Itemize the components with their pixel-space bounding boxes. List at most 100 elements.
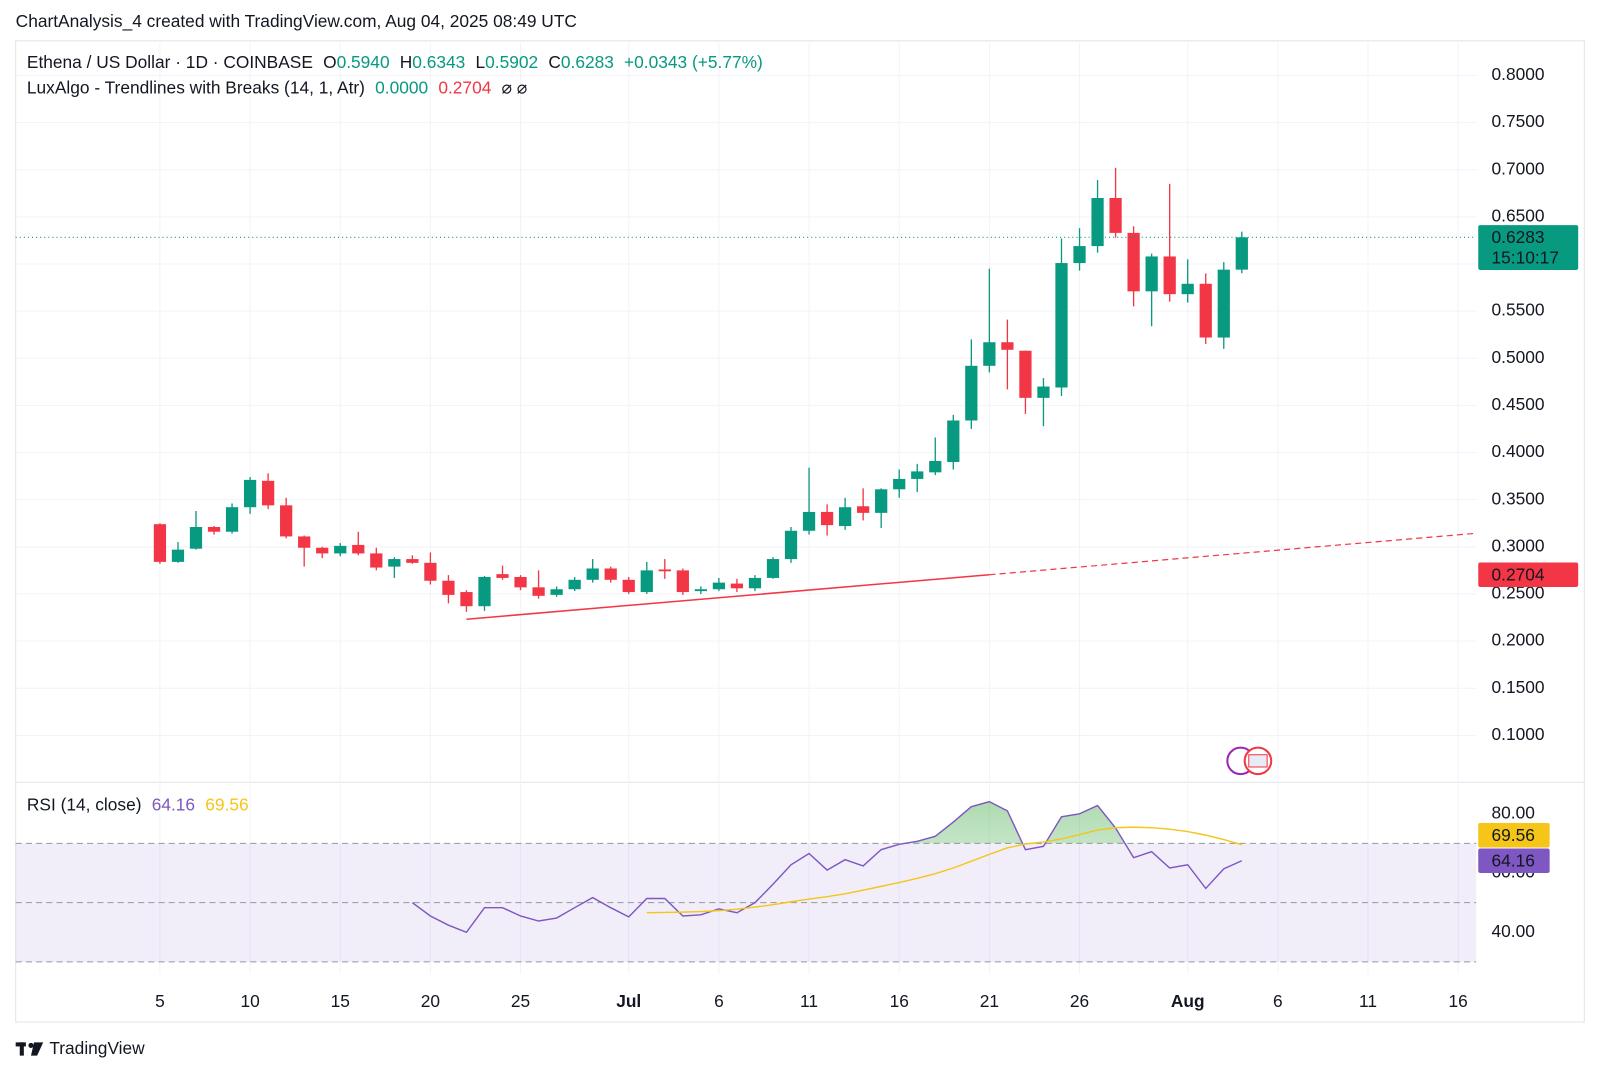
x-tick-label: 10 <box>240 991 259 1011</box>
candle-body <box>676 570 689 593</box>
y-tick-label: 0.4000 <box>1492 441 1545 461</box>
ohlc-value: 0.6343 <box>412 52 465 72</box>
candle-body <box>370 553 383 568</box>
candle-body <box>712 582 726 590</box>
rsi-ma-badge <box>1478 822 1550 848</box>
candle-body <box>820 511 834 526</box>
trendline-extension <box>989 532 1477 576</box>
y-tick-label: 0.1000 <box>1492 724 1545 744</box>
candle-body <box>640 570 653 593</box>
x-tick-label: 16 <box>890 991 909 1011</box>
candle-body <box>1199 283 1212 338</box>
x-tick-label: Jul <box>616 991 641 1011</box>
candle-body <box>1001 342 1014 350</box>
candle-body <box>406 559 419 563</box>
candle-body <box>1091 198 1104 247</box>
candle-body <box>478 576 491 607</box>
ohlc-key: L <box>476 52 486 72</box>
price-badge-text: 0.6283 <box>1492 227 1545 247</box>
candle-body <box>586 568 599 580</box>
candle-body <box>1145 256 1158 292</box>
candle-body <box>784 530 798 560</box>
candle-body <box>334 545 347 554</box>
y-tick-label: 0.2000 <box>1492 630 1545 650</box>
y-tick-label: 0.7000 <box>1492 158 1545 178</box>
candle-body <box>965 365 978 421</box>
candle-body <box>207 527 221 532</box>
symbol-legend: Ethena / US Dollar · 1D · COINBASE O0.594… <box>27 52 763 72</box>
candle-body <box>532 587 545 596</box>
candle-body <box>568 579 581 590</box>
y-tick-label: 0.3500 <box>1492 488 1545 508</box>
rsi-badge-text: 64.16 <box>1492 850 1535 870</box>
candle-body <box>929 461 942 473</box>
candle-body <box>388 559 401 567</box>
rsi-title: RSI (14, close) <box>27 794 142 814</box>
rsi-ma-value: 69.56 <box>205 794 248 814</box>
logo-flag <box>1248 754 1268 768</box>
footer-logo <box>15 1042 44 1056</box>
candle-body <box>460 592 473 607</box>
rsi-value: 64.16 <box>152 794 195 814</box>
symbol-title: Ethena / US Dollar · 1D · COINBASE <box>27 52 313 72</box>
candle-body <box>857 506 870 513</box>
trendline-badge <box>1478 562 1579 587</box>
candle-body <box>1109 198 1122 233</box>
candle-body <box>442 580 455 595</box>
y-tick-label: 80.00 <box>1492 802 1535 822</box>
y-tick-label: 40.00 <box>1492 921 1535 941</box>
countdown-text: 15:10:17 <box>1492 247 1559 267</box>
candle-body <box>802 511 816 531</box>
candle-body <box>280 505 293 537</box>
trendline <box>466 573 990 620</box>
candle-body <box>911 471 924 479</box>
candle-body <box>730 583 744 589</box>
candle-body <box>243 479 257 508</box>
candle-body <box>622 579 635 593</box>
indicator-value: 0.2704 <box>438 77 491 97</box>
x-tick-label: 25 <box>511 991 530 1011</box>
rsi-ma-line <box>646 826 1242 914</box>
x-tick-label: 11 <box>1359 991 1377 1011</box>
candle-body <box>153 524 167 562</box>
candle-body <box>1073 246 1086 264</box>
logo-shape <box>30 1042 44 1056</box>
y-tick-label: 0.4500 <box>1492 394 1545 414</box>
candle-body <box>352 544 365 554</box>
logo-shape <box>28 1042 34 1048</box>
indicator-name: LuxAlgo - Trendlines with Breaks (14, 1,… <box>27 77 365 97</box>
candle-body <box>550 589 563 595</box>
candle-body <box>424 562 437 581</box>
candle-body <box>1127 232 1140 292</box>
candle-body <box>604 568 617 580</box>
rsi-legend: RSI (14, close) 64.16 69.56 <box>27 794 249 814</box>
ohlc-key: H <box>400 52 413 72</box>
indicator-legend: LuxAlgo - Trendlines with Breaks (14, 1,… <box>27 77 527 97</box>
x-tick-label: 11 <box>800 991 818 1011</box>
candle-body <box>875 489 888 513</box>
x-tick-label: Aug <box>1171 991 1205 1011</box>
x-tick-label: 15 <box>331 991 350 1011</box>
candle-body <box>514 576 527 588</box>
y-tick-label: 0.2500 <box>1492 583 1545 603</box>
plot-layer: 0.1000 0.1500 0.2000 0.2500 0.3000 0.3500 0.40… <box>15 42 1579 1011</box>
candle-body <box>983 342 996 366</box>
candle-body <box>748 577 762 589</box>
logo-badge <box>1226 746 1273 776</box>
candle-body <box>838 507 852 527</box>
candle-body <box>1055 263 1068 388</box>
chart-frame <box>15 40 1585 1023</box>
candle-body <box>694 589 707 592</box>
y-tick-label: 0.8000 <box>1492 64 1545 84</box>
ohlc-key: C <box>548 52 561 72</box>
y-tick-label: 0.7500 <box>1492 111 1545 131</box>
x-tick-label: 21 <box>980 991 999 1011</box>
indicator-value: 0.0000 <box>375 77 428 97</box>
candle-body <box>1019 350 1032 398</box>
x-tick-label: 6 <box>714 991 724 1011</box>
header: ChartAnalysis_4 created with TradingView… <box>16 11 577 31</box>
y-tick-label: 0.5500 <box>1492 300 1545 320</box>
candle-body <box>1217 269 1230 338</box>
